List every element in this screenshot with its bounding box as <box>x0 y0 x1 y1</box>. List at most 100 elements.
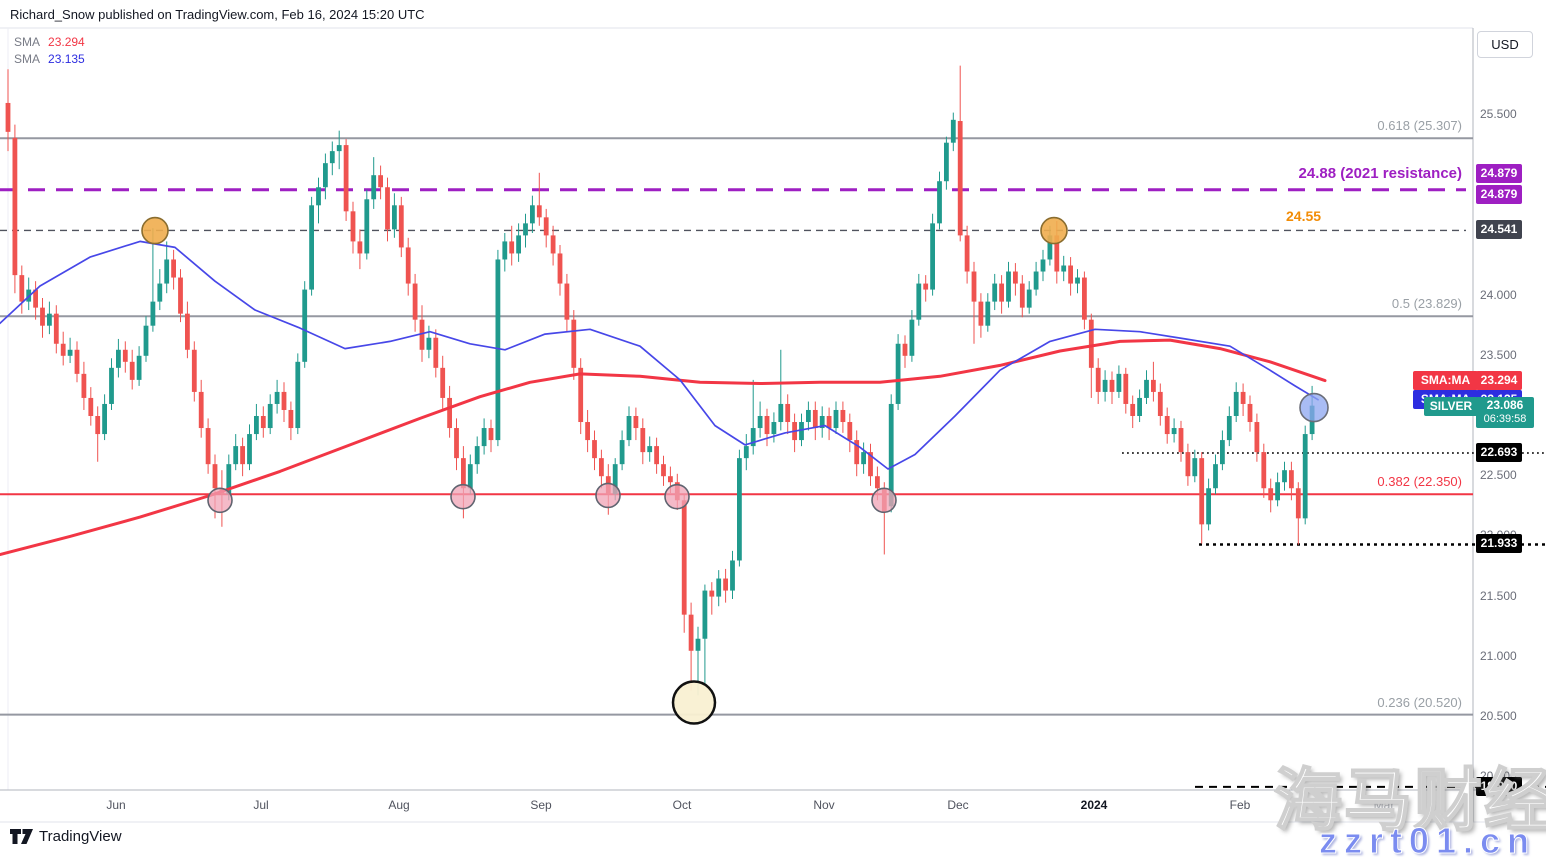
highlight-circle-marker <box>207 487 233 514</box>
candle-body <box>1199 458 1205 525</box>
candle-body <box>267 403 273 429</box>
candle-body <box>875 476 880 489</box>
candle-body <box>198 391 204 429</box>
candle-body <box>254 416 259 435</box>
candle-body <box>1275 482 1280 501</box>
candle-body <box>1254 422 1260 453</box>
candle-body <box>226 464 232 495</box>
highlight-circle-marker <box>664 483 690 510</box>
candle-body <box>1289 470 1294 489</box>
candle-body <box>557 253 563 284</box>
candle-body <box>357 241 363 254</box>
candle-body <box>336 145 342 152</box>
candle-body <box>1019 283 1025 308</box>
sma-indicator-row[interactable]: SMA 23.135 <box>14 51 85 68</box>
candle-body <box>350 211 356 242</box>
candle-body <box>191 349 197 392</box>
highlight-circle-marker <box>1299 392 1329 423</box>
candle-body <box>247 434 252 465</box>
candle-body <box>67 349 73 356</box>
candle-body <box>488 428 494 441</box>
candle-body <box>702 590 708 639</box>
candle-body <box>33 289 38 308</box>
indicator-value: 23.294 <box>48 35 85 49</box>
candle-body <box>205 428 211 465</box>
candle-body <box>592 440 597 459</box>
candle-body <box>888 403 894 507</box>
candle-body <box>12 137 18 276</box>
candle-body <box>1157 391 1163 416</box>
candle-body <box>930 223 935 290</box>
candle-body <box>530 205 535 224</box>
candle-body <box>495 259 501 441</box>
candle-body <box>1233 391 1239 416</box>
candle-body <box>288 409 294 429</box>
candle-body <box>571 319 577 368</box>
indicator-label: SMA <box>14 52 41 66</box>
candle-body <box>709 590 715 597</box>
candle-body <box>536 205 542 218</box>
candle-body <box>1261 452 1267 489</box>
candle-body <box>654 446 659 465</box>
candle-body <box>281 391 287 410</box>
candle-body <box>1302 434 1308 519</box>
candle-body <box>799 422 804 441</box>
candle-body <box>1137 397 1142 416</box>
candle-body <box>757 416 763 429</box>
candle-body <box>398 205 404 248</box>
candle-body <box>1226 416 1232 441</box>
candle-body <box>364 199 370 254</box>
candle-body <box>329 151 335 164</box>
candle-body <box>19 275 25 302</box>
candle-body <box>316 187 321 206</box>
currency-button[interactable]: USD <box>1477 31 1533 58</box>
candle-body <box>1268 488 1274 501</box>
candle-body <box>764 416 770 435</box>
candle-body <box>868 452 873 477</box>
candle-body <box>240 446 245 465</box>
candle-body <box>412 283 418 320</box>
candle-body <box>116 349 121 368</box>
candle-body <box>785 403 791 423</box>
candle-body <box>1013 271 1018 284</box>
candle-body <box>378 175 383 188</box>
candle-body <box>923 283 929 290</box>
candle-body <box>385 187 390 230</box>
candle-body <box>426 337 432 350</box>
candle-body <box>978 301 984 326</box>
candle-body <box>1192 458 1198 477</box>
candle-body <box>730 560 735 591</box>
highlight-circle-marker <box>450 483 476 510</box>
candle-body <box>1061 265 1067 272</box>
candle-body <box>695 638 701 651</box>
candle-body <box>971 271 977 302</box>
candle-body <box>447 397 452 429</box>
candle-body <box>543 217 549 236</box>
highlight-circle-marker <box>1040 216 1068 245</box>
candle-body <box>5 102 11 132</box>
candle-body <box>1095 367 1101 392</box>
candle-body <box>847 422 853 441</box>
candle-body <box>1282 470 1287 483</box>
candle-body <box>164 259 170 284</box>
publish-attribution: Richard_Snow published on TradingView.co… <box>10 7 425 22</box>
candle-body <box>688 614 694 651</box>
candle-body <box>143 325 149 356</box>
candle-body <box>854 440 860 465</box>
candle-body <box>343 145 349 212</box>
candle-body <box>233 446 239 465</box>
candle-body <box>578 367 584 423</box>
candle-body <box>840 409 846 423</box>
sma-indicator-row[interactable]: SMA 23.294 <box>14 34 85 51</box>
candle-body <box>323 163 328 188</box>
candle-body <box>1151 379 1156 392</box>
candle-body <box>771 422 777 435</box>
candle-body <box>626 416 632 441</box>
candle-body <box>1088 319 1094 368</box>
candle-body <box>716 578 722 597</box>
candle-body <box>723 578 728 591</box>
candle-body <box>1171 428 1177 435</box>
tradingview-branding[interactable]: TradingView <box>10 828 122 845</box>
indicator-legend: SMA 23.294 SMA 23.135 <box>14 34 85 68</box>
